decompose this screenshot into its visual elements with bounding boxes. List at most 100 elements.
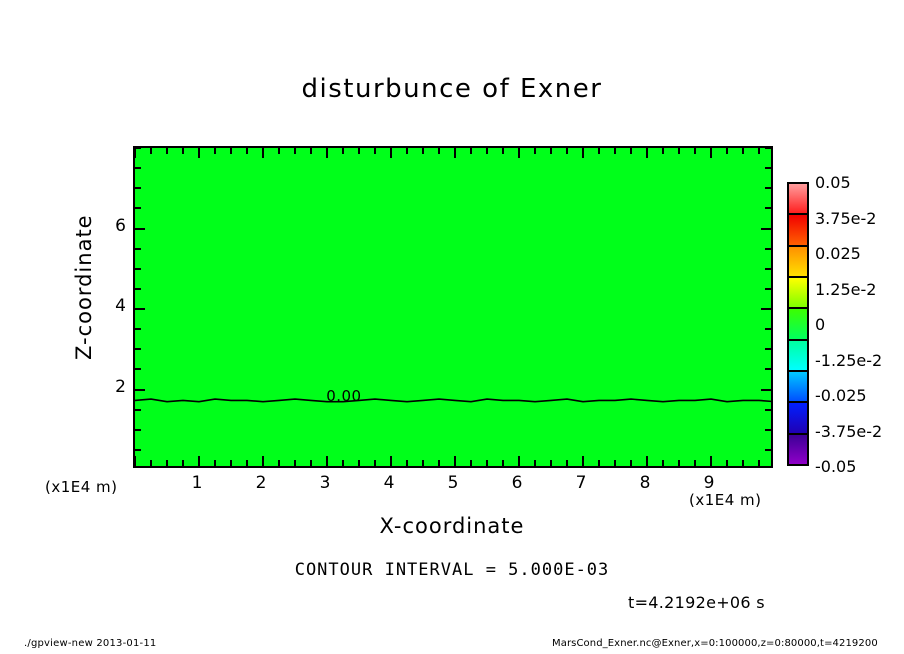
- axis-tick: [230, 148, 232, 154]
- x-tick-label: 6: [511, 473, 523, 493]
- axis-tick: [358, 460, 360, 466]
- axis-tick: [135, 448, 141, 451]
- axis-tick: [630, 460, 632, 466]
- time-annotation: t=4.2192e+06 s: [628, 593, 765, 612]
- axis-tick: [135, 148, 141, 149]
- axis-tick: [765, 408, 771, 411]
- colorbar-band: [789, 277, 807, 310]
- axis-tick: [765, 167, 771, 170]
- axis-tick: [198, 456, 200, 466]
- colorbar-tick-label: -0.05: [815, 457, 857, 476]
- x-tick-label: 8: [639, 473, 651, 493]
- axis-tick: [694, 148, 696, 154]
- axis-tick: [694, 460, 696, 466]
- axis-tick: [566, 148, 568, 154]
- axis-tick: [406, 148, 408, 154]
- y-tick-label: 2: [115, 376, 126, 397]
- axis-tick: [518, 456, 520, 466]
- contour-interval-annotation: CONTOUR INTERVAL = 5.000E-03: [294, 560, 610, 580]
- axis-tick: [765, 287, 771, 290]
- axis-tick: [582, 148, 584, 158]
- axis-tick: [406, 460, 408, 466]
- colorbar-band: [789, 371, 807, 404]
- colorbar-tick-label: -3.75e-2: [815, 421, 883, 441]
- axis-tick: [710, 148, 712, 158]
- axis-tick: [310, 460, 312, 466]
- axis-tick: [486, 460, 488, 466]
- axis-tick: [135, 267, 141, 270]
- footer-source-spec: MarsCond_Exner.nc@Exner,x=0:100000,z=0:8…: [552, 638, 878, 649]
- x-tick-label: 3: [319, 473, 331, 493]
- axis-tick: [150, 148, 152, 154]
- axis-tick: [765, 148, 771, 149]
- colorbar-tick-label: 3.75e-2: [815, 208, 877, 228]
- axis-tick: [135, 287, 141, 290]
- axis-tick: [135, 187, 141, 190]
- axis-tick: [374, 148, 376, 154]
- axis-tick: [342, 460, 344, 466]
- axis-tick: [214, 148, 216, 154]
- axis-tick: [135, 456, 136, 466]
- axis-tick: [135, 207, 141, 210]
- colorbar-band: [789, 403, 807, 435]
- axis-tick: [598, 148, 600, 154]
- contour-label-0: 0.00: [326, 387, 362, 406]
- axis-tick: [422, 460, 424, 466]
- y-tick-label: 4: [115, 296, 126, 316]
- axis-tick: [454, 456, 456, 466]
- axis-tick: [246, 460, 248, 466]
- axis-tick: [342, 148, 344, 154]
- axis-tick: [742, 460, 744, 466]
- axis-tick: [358, 148, 360, 154]
- axis-tick: [262, 456, 264, 466]
- axis-tick: [438, 148, 440, 154]
- axis-tick: [390, 456, 392, 466]
- axis-tick: [135, 247, 141, 250]
- axis-tick: [765, 187, 771, 190]
- colorbar-tick-label: -1.25e-2: [815, 350, 883, 370]
- colorbar-tick-label: -0.025: [815, 386, 867, 405]
- x-tick-label: 4: [383, 473, 395, 493]
- x-tick-label: 9: [703, 473, 715, 493]
- colorbar-band: [789, 434, 807, 464]
- axis-tick: [502, 148, 504, 154]
- axis-tick: [135, 388, 145, 391]
- axis-tick: [582, 456, 584, 466]
- axis-tick: [630, 148, 632, 154]
- colorbar-tick-label: 1.25e-2: [815, 279, 877, 299]
- axis-tick: [135, 227, 145, 230]
- colorbar-tick-label: 0.05: [815, 173, 851, 192]
- axis-tick: [135, 328, 141, 331]
- axis-tick: [646, 148, 648, 158]
- axis-tick: [262, 148, 264, 158]
- axis-tick: [198, 148, 200, 158]
- axis-tick: [678, 460, 680, 466]
- axis-tick: [182, 148, 184, 154]
- contour-field-fill: [135, 148, 771, 466]
- colorbar-band: [789, 184, 807, 216]
- y-tick-label: 6: [115, 215, 126, 236]
- axis-tick: [438, 460, 440, 466]
- axis-tick: [726, 148, 728, 154]
- colorbar-tick-label: 0: [815, 315, 826, 334]
- axis-tick: [135, 308, 145, 310]
- axis-tick: [534, 460, 536, 466]
- axis-tick: [646, 456, 648, 466]
- axis-tick: [550, 460, 552, 466]
- axis-tick: [135, 167, 141, 170]
- axis-tick: [310, 148, 312, 154]
- axis-tick: [765, 348, 771, 351]
- axis-tick: [150, 460, 152, 466]
- axis-tick: [246, 148, 248, 154]
- footer-command-date: ./gpview-new 2013-01-11: [24, 638, 157, 649]
- x-axis-unit-label: (x1E4 m): [689, 491, 762, 509]
- axis-tick: [742, 148, 744, 154]
- axis-tick: [135, 368, 141, 371]
- plot-area: [133, 146, 773, 468]
- axis-tick: [470, 460, 472, 466]
- axis-tick: [518, 148, 520, 158]
- x-tick-label: 2: [255, 473, 267, 493]
- x-axis-title: X-coordinate: [379, 514, 525, 538]
- axis-tick: [662, 460, 664, 466]
- axis-tick: [135, 348, 141, 351]
